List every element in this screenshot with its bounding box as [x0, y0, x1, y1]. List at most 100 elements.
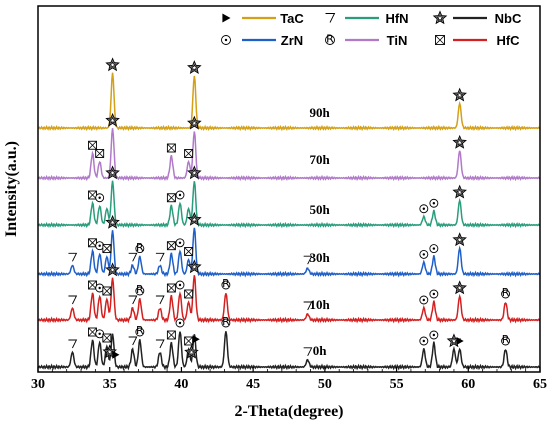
x-tick-label: 60 — [461, 377, 475, 392]
legend-symbol-NbC — [432, 10, 448, 25]
series-line-70h — [37, 128, 541, 182]
trace-label-30h: 30h — [310, 250, 331, 265]
marker-star — [187, 115, 202, 130]
legend-label-ZrN: ZrN — [281, 33, 303, 48]
marker-nabla — [303, 301, 313, 311]
marker-circle-dot — [419, 295, 429, 305]
svg-text:R: R — [326, 32, 334, 45]
marker-nabla — [128, 295, 138, 305]
legend-symbol-TiN: R — [325, 32, 335, 45]
traces — [37, 72, 541, 371]
marker-boxed-x — [88, 327, 97, 337]
marker-nabla — [303, 347, 313, 357]
marker-boxed-x — [102, 333, 112, 343]
legend-symbol-ZrN — [221, 35, 231, 45]
marker-circle-dot — [429, 244, 439, 254]
marker-circled-R: R — [221, 315, 231, 328]
marker-circled-R: R — [135, 324, 145, 337]
marker-boxed-x — [102, 286, 112, 296]
marker-boxed-x — [95, 149, 105, 158]
marker-star — [187, 211, 202, 226]
marker-star — [452, 232, 467, 247]
marker-circle-dot — [95, 193, 105, 203]
marker-boxed-x — [184, 149, 194, 158]
marker-nabla — [68, 252, 78, 262]
marker-star — [452, 87, 467, 102]
legend-symbol-HfC — [435, 35, 445, 45]
marker-circled-R: R — [221, 277, 231, 290]
marker-nabla — [68, 339, 78, 349]
marker-boxed-x — [184, 247, 194, 256]
svg-text:R: R — [136, 241, 144, 254]
marker-star — [105, 165, 120, 180]
marker-star — [187, 165, 202, 180]
series-line-10h — [37, 275, 541, 324]
marker-boxed-x — [166, 330, 176, 340]
marker-nabla — [303, 255, 313, 265]
marker-nabla — [68, 295, 78, 305]
marker-triangle — [112, 350, 120, 359]
legend-label-HfC: HfC — [496, 33, 520, 48]
marker-circled-R: R — [135, 283, 145, 296]
trace-label-70h: 70h — [310, 152, 331, 167]
marker-triangle — [456, 336, 464, 345]
y-axis-label: Intensity(a.u.) — [3, 141, 20, 237]
marker-boxed-x — [88, 140, 97, 150]
marker-boxed-x — [166, 283, 176, 293]
trace-label-50h: 50h — [310, 202, 331, 217]
axes: 30 35 40 45 50 55 60 65 — [31, 5, 547, 392]
marker-circle-dot — [429, 330, 439, 340]
x-tick-label: 55 — [390, 377, 404, 392]
legend: TaC HfN NbC ZrN R TiN HfC — [221, 10, 522, 48]
marker-circle-dot — [419, 249, 429, 259]
marker-star — [187, 60, 202, 74]
marker-circle-dot — [175, 318, 185, 328]
marker-boxed-x — [166, 241, 176, 251]
svg-text:R: R — [136, 283, 144, 296]
marker-nabla — [155, 252, 165, 262]
marker-boxed-x — [166, 143, 176, 153]
x-tick-label: 45 — [246, 377, 260, 392]
legend-label-TiN: TiN — [387, 33, 408, 48]
marker-circle-dot — [429, 198, 439, 208]
marker-star — [105, 214, 120, 229]
marker-triangle — [192, 335, 200, 344]
svg-text:R: R — [136, 324, 144, 337]
marker-circled-R: R — [501, 286, 511, 299]
marker-star — [452, 134, 467, 149]
x-tick-label: 40 — [174, 377, 188, 392]
series-line-50h — [37, 180, 541, 229]
legend-item-TiN: R TiN — [325, 32, 408, 48]
marker-circled-R: R — [501, 333, 511, 346]
marker-boxed-x — [184, 289, 194, 299]
series-line-0h — [37, 331, 541, 371]
x-tick-label: 30 — [31, 377, 45, 392]
trace-label-90h: 90h — [310, 105, 331, 120]
marker-boxed-x — [166, 193, 176, 203]
marker-circle-dot — [95, 241, 105, 251]
marker-nabla — [128, 252, 138, 262]
svg-text:R: R — [502, 286, 510, 299]
marker-boxed-x — [184, 336, 194, 346]
marker-star — [184, 344, 199, 359]
legend-item-TaC: TaC — [222, 11, 304, 26]
x-tick-label: 35 — [103, 377, 117, 392]
marker-circle-dot — [175, 280, 185, 290]
legend-item-ZrN: ZrN — [221, 33, 303, 48]
legend-label-HfN: HfN — [385, 11, 408, 26]
x-tick-label: 65 — [533, 377, 547, 392]
marker-star — [105, 57, 120, 72]
legend-label-NbC: NbC — [495, 11, 522, 26]
marker-boxed-x — [102, 244, 112, 254]
marker-nabla — [155, 295, 165, 305]
legend-item-NbC: NbC — [432, 10, 522, 26]
marker-nabla — [155, 339, 165, 349]
marker-circle-dot — [429, 289, 439, 299]
plot-frame — [37, 5, 541, 373]
x-axis-label: 2-Theta(degree) — [235, 403, 344, 420]
peak-markers: R R R R R R R — [68, 57, 511, 359]
marker-circle-dot — [175, 238, 185, 248]
svg-text:R: R — [222, 315, 230, 328]
marker-nabla — [128, 336, 138, 346]
